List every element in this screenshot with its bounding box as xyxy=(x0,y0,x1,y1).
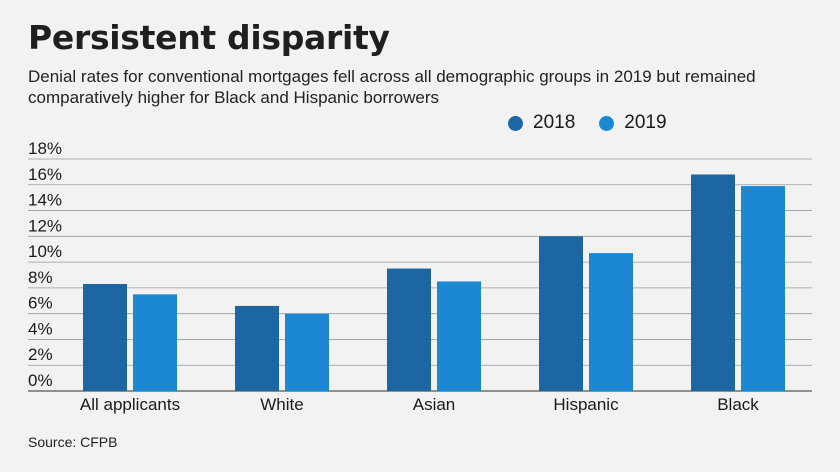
bar-2019-asian xyxy=(437,281,481,391)
chart-subtitle: Denial rates for conventional mortgages … xyxy=(28,67,756,107)
legend-item-2018: 2018 xyxy=(508,112,575,134)
bar-2019-white xyxy=(285,313,329,391)
legend: 2018 2019 xyxy=(508,112,667,134)
bar-2018-black xyxy=(691,174,735,391)
chart-title: Persistent disparity xyxy=(28,18,390,57)
bar-2018-all-applicants xyxy=(83,284,127,391)
x-tick-label: Hispanic xyxy=(553,395,619,414)
y-tick-label: 2% xyxy=(28,345,53,364)
legend-label-2019: 2019 xyxy=(624,112,667,133)
y-tick-label: 8% xyxy=(28,268,53,287)
source-note: Source: CFPB xyxy=(28,434,118,450)
bar-2018-white xyxy=(235,305,279,391)
x-tick-label: Asian xyxy=(413,395,456,414)
y-tick-label: 14% xyxy=(28,191,62,210)
legend-swatch-2019 xyxy=(599,115,615,131)
bar-2019-all-applicants xyxy=(133,294,177,391)
y-tick-label: 4% xyxy=(28,319,53,338)
x-tick-label: White xyxy=(260,395,303,414)
x-tick-label: All applicants xyxy=(80,395,180,414)
legend-label-2018: 2018 xyxy=(533,112,576,133)
y-tick-label: 0% xyxy=(28,371,53,390)
bar-2019-black xyxy=(741,186,785,391)
y-tick-label: 12% xyxy=(28,216,62,235)
bar-2018-hispanic xyxy=(539,236,583,391)
y-tick-label: 10% xyxy=(28,242,62,261)
x-tick-label: Black xyxy=(717,395,759,414)
y-tick-label: 6% xyxy=(28,294,53,313)
y-tick-label: 18% xyxy=(28,139,62,158)
y-tick-label: 16% xyxy=(28,165,62,184)
legend-item-2019: 2019 xyxy=(599,112,667,134)
bar-2018-asian xyxy=(387,268,431,391)
bar-2019-hispanic xyxy=(589,253,633,391)
legend-swatch-2018 xyxy=(508,115,523,131)
